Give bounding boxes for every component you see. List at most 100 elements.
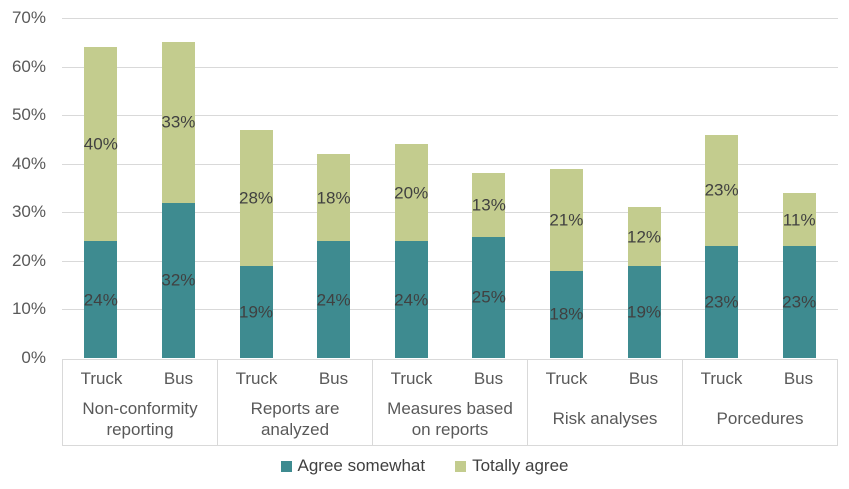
bar-segment-totally_agree (627, 207, 661, 266)
bar-segment-totally_agree (239, 129, 273, 266)
bar-segment-totally_agree (84, 47, 118, 242)
data-label-agree_somewhat: 23% (704, 292, 739, 312)
bar-segment-agree_somewhat (472, 236, 506, 358)
data-label-agree_somewhat: 23% (782, 292, 817, 312)
bar-segment-totally_agree (161, 42, 195, 203)
x-axis-bar-label: Bus (163, 369, 194, 388)
x-axis-group-5: Truck Bus Porcedures (683, 360, 837, 445)
x-axis-category-label: Porcedures (716, 409, 804, 428)
x-axis-bar-labels-row: Truck Bus (683, 369, 837, 389)
x-axis-bar-label: Truck (545, 369, 588, 388)
y-axis-tick-label: 10% (11, 299, 46, 319)
bar-truck-group1: 24% 40% (84, 18, 118, 358)
bar-segment-totally_agree (394, 144, 428, 242)
bar-segment-agree_somewhat (161, 202, 195, 358)
bar-bus-group3: 25% 13% (472, 18, 506, 358)
data-label-agree_somewhat: 24% (394, 290, 429, 310)
y-axis: 0% 10% 20% 30% 40% 50% 60% 70% (0, 8, 46, 367)
data-label-totally_agree: 40% (83, 134, 118, 154)
x-axis-group-4: Truck Bus Risk analyses (528, 360, 683, 445)
bar-bus-group1: 32% 33% (161, 18, 195, 358)
gridline-10 (62, 309, 838, 311)
data-label-totally_agree: 18% (316, 188, 351, 208)
x-axis-group-1: Truck Bus Non-conformity reporting (63, 360, 218, 445)
gridline-30 (62, 212, 838, 214)
x-axis-category-label: Risk analyses (552, 409, 658, 428)
data-label-totally_agree: 33% (161, 112, 196, 132)
x-axis-group-3: Truck Bus Measures based on reports (373, 360, 528, 445)
bar-truck-group4: 18% 21% (549, 18, 583, 358)
bar-bus-group5: 23% 11% (782, 18, 816, 358)
bar-segment-agree_somewhat (239, 265, 273, 358)
bar-bus-group2: 24% 18% (317, 18, 351, 358)
gridline-40 (62, 163, 838, 165)
gridline-50 (62, 115, 838, 117)
data-label-agree_somewhat: 25% (471, 287, 506, 307)
gridline-20 (62, 260, 838, 262)
x-axis-category-label: Non-conformity reporting (82, 398, 198, 439)
bar-segment-totally_agree (317, 154, 351, 242)
y-axis-tick-label: 70% (11, 8, 46, 27)
x-axis-bar-label: Bus (473, 369, 504, 388)
gridline-70 (62, 18, 838, 19)
bar-truck-group2: 19% 28% (239, 18, 273, 358)
legend: Agree somewhat Totally agree (0, 456, 849, 476)
x-axis-category-label: Reports are analyzed (250, 398, 340, 439)
data-label-agree_somewhat: 24% (316, 290, 351, 310)
data-label-totally_agree: 21% (549, 210, 584, 230)
x-axis-bar-label: Bus (783, 369, 814, 388)
bar-bus-group4: 19% 12% (627, 18, 661, 358)
data-label-totally_agree: 23% (704, 180, 739, 200)
bar-segment-agree_somewhat (394, 241, 428, 358)
data-label-agree_somewhat: 32% (161, 270, 196, 290)
data-label-totally_agree: 12% (626, 227, 662, 247)
legend-item-agree_somewhat: Agree somewhat (280, 456, 426, 476)
x-axis-bar-label: Truck (80, 369, 123, 388)
data-label-totally_agree: 11% (782, 210, 816, 230)
bar-segment-agree_somewhat (782, 246, 816, 358)
x-axis-bar-labels-row: Truck Bus (373, 369, 527, 389)
y-axis-tick-label: 0% (21, 348, 46, 367)
data-label-totally_agree: 13% (471, 195, 506, 215)
x-axis-bar-labels-row: Truck Bus (63, 369, 217, 389)
bar-segment-agree_somewhat (705, 246, 739, 358)
x-axis-bar-label: Bus (318, 369, 349, 388)
x-axis-labels: Truck Bus Non-conformity reporting Truck Bus… (62, 359, 838, 446)
x-axis-bar-labels-row: Truck Bus (218, 369, 372, 389)
y-axis-tick-label: 30% (11, 202, 46, 222)
data-label-agree_somewhat: 19% (238, 302, 274, 322)
bar-truck-group3: 24% 20% (394, 18, 428, 358)
bar-segment-totally_agree (705, 134, 739, 247)
bar-truck-group5: 23% 23% (705, 18, 739, 358)
x-axis-bar-label: Truck (700, 369, 743, 388)
x-axis-bar-label: Bus (628, 369, 659, 388)
legend-label-totally_agree: Totally agree (472, 456, 569, 475)
bar-segment-agree_somewhat (84, 241, 118, 358)
data-label-agree_somewhat: 24% (83, 290, 118, 310)
y-axis-tick-label: 40% (11, 153, 46, 173)
legend-item-totally_agree: Totally agree (455, 456, 568, 476)
x-axis-bar-label: Truck (390, 369, 433, 388)
legend-label-agree_somewhat: Agree somewhat (297, 456, 426, 475)
bar-segment-totally_agree (782, 192, 816, 247)
y-axis-tick-label: 60% (11, 56, 46, 76)
bar-segment-agree_somewhat (627, 265, 661, 358)
bar-segment-agree_somewhat (317, 241, 351, 358)
bar-segment-agree_somewhat (549, 270, 583, 358)
x-axis-group-2: Truck Bus Reports are analyzed (218, 360, 373, 445)
y-axis-tick-label: 20% (11, 250, 46, 270)
legend-swatch-totally_agree (455, 460, 467, 472)
data-label-totally_agree: 20% (394, 183, 429, 203)
bar-segment-totally_agree (472, 173, 506, 237)
x-axis-bar-label: Truck (235, 369, 278, 388)
gridline-60 (62, 66, 838, 68)
x-axis-category-label: Measures based on reports (387, 398, 513, 439)
legend-swatch-agree_somewhat (280, 460, 292, 472)
data-label-agree_somewhat: 19% (626, 302, 662, 322)
bar-segment-totally_agree (549, 168, 583, 271)
data-label-agree_somewhat: 18% (549, 304, 584, 324)
plot-area: 24% 40% 32% 33% 19% 28% 24% 18% 24% 20% 25% 13% 18% 2… (62, 18, 838, 358)
y-axis-tick-label: 50% (11, 105, 46, 125)
x-axis-bar-labels-row: Truck Bus (528, 369, 682, 389)
